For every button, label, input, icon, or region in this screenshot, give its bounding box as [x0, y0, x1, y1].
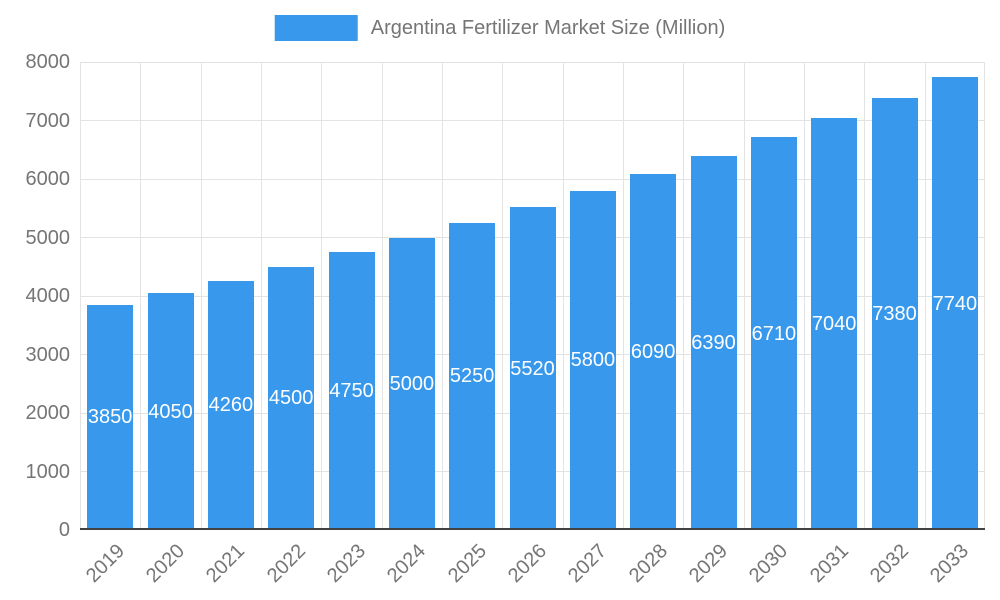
x-axis-tick-label: 2021: [202, 540, 250, 588]
y-axis-tick-label: 3000: [25, 343, 71, 366]
y-gridline: [80, 120, 985, 121]
bar-2030: 6710: [750, 137, 797, 530]
x-gridline: [200, 62, 202, 530]
bar-2033: 7740: [931, 77, 978, 530]
y-axis-tick-label: 8000: [25, 51, 71, 73]
bar-2026: 5520: [509, 207, 556, 530]
bar-2031: 7040: [811, 118, 858, 530]
bar-value-label: 7740: [932, 292, 978, 315]
bar-value-label: 7040: [811, 313, 857, 336]
bar-value-label: 6710: [751, 322, 797, 345]
bar-2023: 4750: [328, 252, 375, 530]
bar-2022: 4500: [268, 266, 315, 530]
legend[interactable]: Argentina Fertilizer Market Size (Millio…: [274, 15, 726, 41]
x-gridline: [502, 62, 504, 530]
x-axis-tick-label: 2019: [81, 540, 129, 588]
y-gridline: [80, 61, 985, 63]
y-gridline: [80, 178, 985, 180]
x-gridline: [80, 62, 81, 530]
bar-value-label: 7380: [872, 303, 917, 326]
bar-value-label: 6090: [630, 340, 676, 363]
x-axis-tick-label: 2025: [443, 540, 491, 588]
plot-area: 3850 4050 4260 4500 4750 5000 5250 5520 5800 6090…: [80, 61, 985, 530]
x-gridline: [261, 62, 262, 530]
bar-value-label: 4260: [208, 394, 254, 417]
x-gridline: [381, 62, 383, 530]
x-axis-tick-label: 2026: [504, 540, 552, 588]
x-axis-tick-label: 2022: [262, 540, 310, 588]
y-axis-tick-label: 0: [58, 519, 70, 541]
x-axis-tick-label: 2027: [564, 540, 612, 588]
bar-2021: 4260: [207, 280, 254, 530]
x-gridline: [924, 62, 926, 530]
bar-value-label: 5800: [570, 349, 616, 372]
x-axis-tick-label: 2020: [142, 540, 190, 588]
x-axis-tick-label: 2030: [745, 540, 793, 588]
legend-label: Argentina Fertilizer Market Size (Millio…: [370, 16, 726, 39]
bar-value-label: 5000: [389, 372, 435, 395]
x-gridline: [321, 62, 323, 530]
x-gridline: [804, 62, 805, 530]
x-axis-tick-label: 2031: [805, 540, 853, 588]
bar-value-label: 4500: [268, 387, 314, 410]
y-axis-tick-label: 5000: [25, 226, 71, 249]
bar-2032: 7380: [871, 98, 918, 530]
bar-value-label: 5250: [449, 365, 495, 388]
bar-2025: 5250: [449, 222, 496, 530]
bar-value-label: 5520: [510, 357, 555, 380]
x-gridline: [864, 62, 866, 530]
y-axis-tick-label: 4000: [25, 285, 71, 307]
y-axis-tick-label: 7000: [25, 109, 71, 132]
x-axis-tick-label: 2029: [685, 540, 733, 588]
x-gridline: [743, 62, 745, 530]
bar-value-label: 3850: [87, 406, 133, 429]
bar-2019: 3850: [87, 304, 134, 530]
x-axis-line: [80, 528, 985, 530]
x-gridline: [683, 62, 685, 530]
bar-value-label: 6390: [691, 332, 736, 355]
bar-2029: 6390: [690, 156, 737, 530]
x-axis-tick-label: 2033: [926, 540, 974, 588]
x-axis-tick-label: 2032: [866, 540, 914, 588]
bar-value-label: 4050: [148, 400, 193, 423]
bar-2028: 6090: [630, 173, 677, 530]
bar-2027: 5800: [569, 190, 616, 530]
y-axis-tick-label: 1000: [25, 460, 71, 483]
x-axis-tick-label: 2023: [323, 540, 371, 588]
bar-2024: 5000: [388, 237, 435, 530]
x-gridline: [562, 62, 564, 530]
x-axis-tick-label: 2024: [383, 540, 431, 588]
bar-2020: 4050: [147, 293, 194, 530]
x-axis-tick-label: 2028: [624, 540, 672, 588]
bar-value-label: 4750: [329, 380, 374, 403]
x-gridline: [140, 62, 142, 530]
y-axis-tick-label: 2000: [25, 402, 71, 424]
x-gridline: [984, 62, 985, 530]
x-gridline: [623, 62, 624, 530]
x-gridline: [442, 62, 443, 530]
y-axis-tick-label: 6000: [25, 168, 71, 190]
legend-swatch-icon: [274, 15, 358, 41]
